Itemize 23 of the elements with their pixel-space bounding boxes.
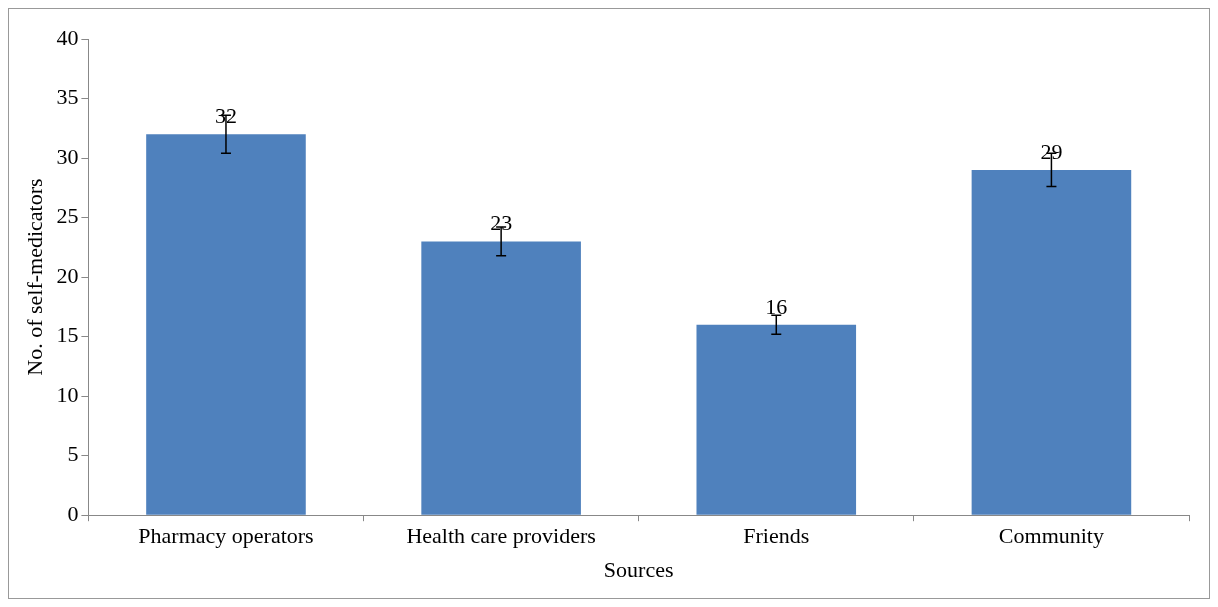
- x-tick-label: Health care providers: [406, 523, 596, 549]
- data-label: 32: [214, 103, 237, 129]
- y-tick-label: 30: [56, 143, 79, 169]
- y-tick-label: 40: [56, 24, 79, 50]
- y-tick-label: 15: [56, 322, 79, 348]
- y-tick-label: 20: [56, 262, 79, 288]
- bar: [421, 241, 581, 515]
- bar: [146, 134, 306, 515]
- y-axis-title: No. of self-medicators: [21, 178, 47, 376]
- y-tick-label: 25: [56, 203, 79, 229]
- x-tick-label: Community: [998, 523, 1104, 549]
- y-tick-label: 0: [67, 500, 79, 526]
- y-tick-label: 10: [56, 381, 79, 407]
- x-axis-title: Sources: [603, 556, 674, 582]
- y-tick-label: 5: [67, 441, 79, 467]
- y-tick-label: 35: [56, 84, 79, 110]
- data-label: 29: [1040, 138, 1063, 164]
- x-tick-label: Friends: [743, 523, 810, 549]
- bar: [971, 169, 1132, 515]
- data-label: 16: [765, 293, 788, 319]
- bar: [696, 324, 857, 515]
- x-tick-label: Pharmacy operators: [138, 523, 314, 549]
- data-label: 23: [490, 210, 513, 236]
